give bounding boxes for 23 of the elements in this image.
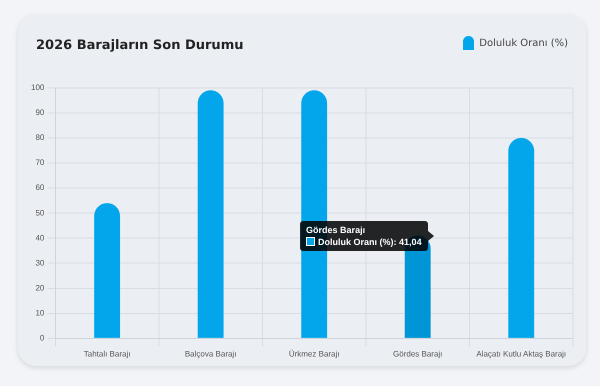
chart-title: 2026 Barajların Son Durumu (36, 38, 244, 53)
y-tick-label: 90 (35, 108, 45, 118)
bar (198, 90, 224, 338)
y-tick-label: 70 (35, 158, 45, 168)
bar (508, 138, 534, 338)
y-tick-label: 20 (35, 283, 45, 292)
x-tick-label: Gördes Barajı (393, 349, 442, 358)
annotation: Gördes Barajı (306, 224, 366, 236)
y-tick-label: 10 (35, 308, 45, 318)
y-tick-label: 30 (35, 258, 45, 268)
bar (94, 203, 120, 338)
x-tick-label: Alaçatı Kutlu Aktaş Barajı (476, 349, 566, 358)
y-tick-label: 100 (30, 83, 45, 92)
y-tick-label: 0 (40, 334, 45, 343)
x-tick-label: Ürkmez Barajı (288, 349, 340, 358)
y-tick-label: 50 (35, 208, 45, 218)
x-tick-label: Tahtalı Barajı (84, 349, 130, 358)
annotation: Doluluk Oranı (%): 41,04 (318, 236, 422, 248)
y-tick-label: 40 (35, 233, 45, 242)
y-tick-label: 80 (35, 133, 45, 142)
legend-label: Doluluk Oranı (%) (479, 38, 568, 48)
x-tick-label: Balçova Barajı (184, 349, 236, 358)
y-tick-label: 60 (35, 183, 45, 192)
